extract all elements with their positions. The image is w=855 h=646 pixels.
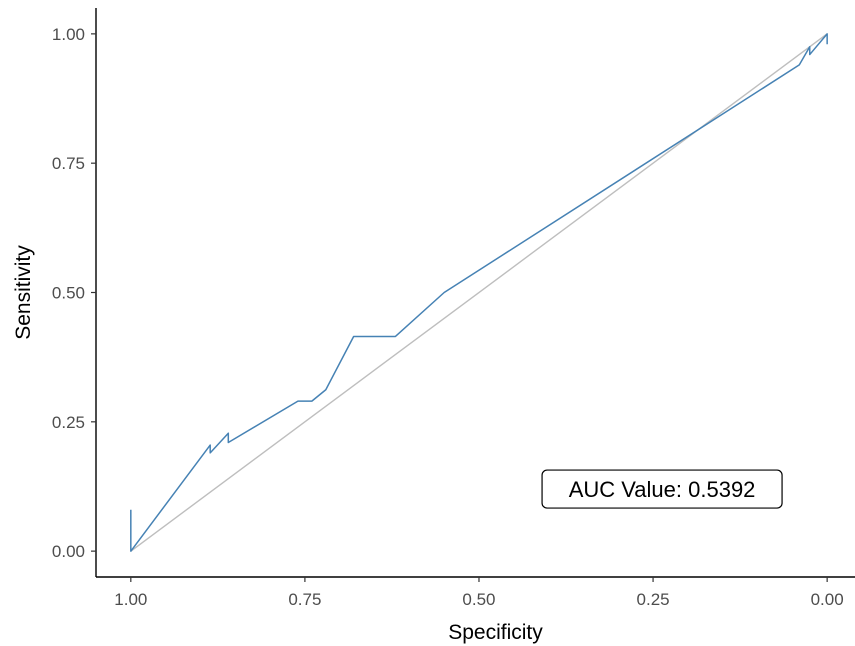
x-tick-label: 0.50 [462, 590, 495, 609]
x-tick-label: 1.00 [114, 590, 147, 609]
reference-diagonal-line [130, 33, 828, 552]
auc-label-text: AUC Value: 0.5392 [569, 477, 756, 502]
y-tick-label: 1.00 [52, 25, 85, 44]
ticks: 1.00 0.75 0.50 0.25 0.00 0.00 0.25 0.50 0.75 1.00 [52, 25, 844, 609]
x-tick-label: 0.25 [637, 590, 670, 609]
x-tick-label: 0.75 [288, 590, 321, 609]
plot-area [130, 33, 828, 552]
y-axis-title: Sensitivity [12, 245, 35, 340]
y-tick-label: 0.50 [52, 284, 85, 303]
y-tick-label: 0.25 [52, 413, 85, 432]
annotation-group: AUC Value: 0.5392 [541, 469, 783, 509]
roc-curve-line [130, 33, 828, 552]
y-tick-label: 0.75 [52, 154, 85, 173]
x-axis-title: Specificity [448, 621, 543, 644]
auc-label-box [541, 469, 783, 509]
y-tick-label: 0.00 [52, 542, 85, 561]
x-tick-label: 0.00 [811, 590, 844, 609]
